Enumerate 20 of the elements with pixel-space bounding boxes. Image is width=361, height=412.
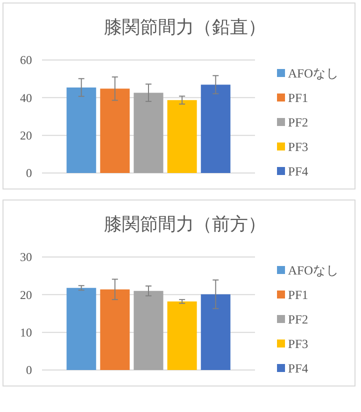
legend-label: AFOなし	[288, 263, 340, 278]
legend-label: AFOなし	[288, 66, 340, 80]
y-tick-label: 60	[20, 53, 32, 68]
legend-label: PF3	[288, 336, 308, 351]
y-tick-label: 20	[20, 128, 32, 143]
y-tick-label: 30	[20, 250, 32, 264]
legend-label: PF4	[288, 361, 309, 376]
y-tick-label: 0	[26, 363, 32, 378]
legend-label: PF1	[288, 288, 308, 302]
y-tick-label: 40	[20, 90, 32, 105]
legend-label: PF4	[288, 164, 309, 178]
chart-title: 膝関節間力（前方）	[104, 214, 266, 234]
y-tick-label: 20	[20, 288, 32, 302]
legend-label: PF3	[288, 140, 308, 154]
y-tick-label: 10	[20, 326, 32, 340]
legend-label: PF2	[288, 115, 308, 130]
chart-title: 膝関節間力（鉛直）	[104, 17, 266, 37]
legend-label: PF1	[288, 90, 308, 105]
y-tick-label: 0	[26, 166, 32, 180]
legend-label: PF2	[288, 312, 308, 326]
